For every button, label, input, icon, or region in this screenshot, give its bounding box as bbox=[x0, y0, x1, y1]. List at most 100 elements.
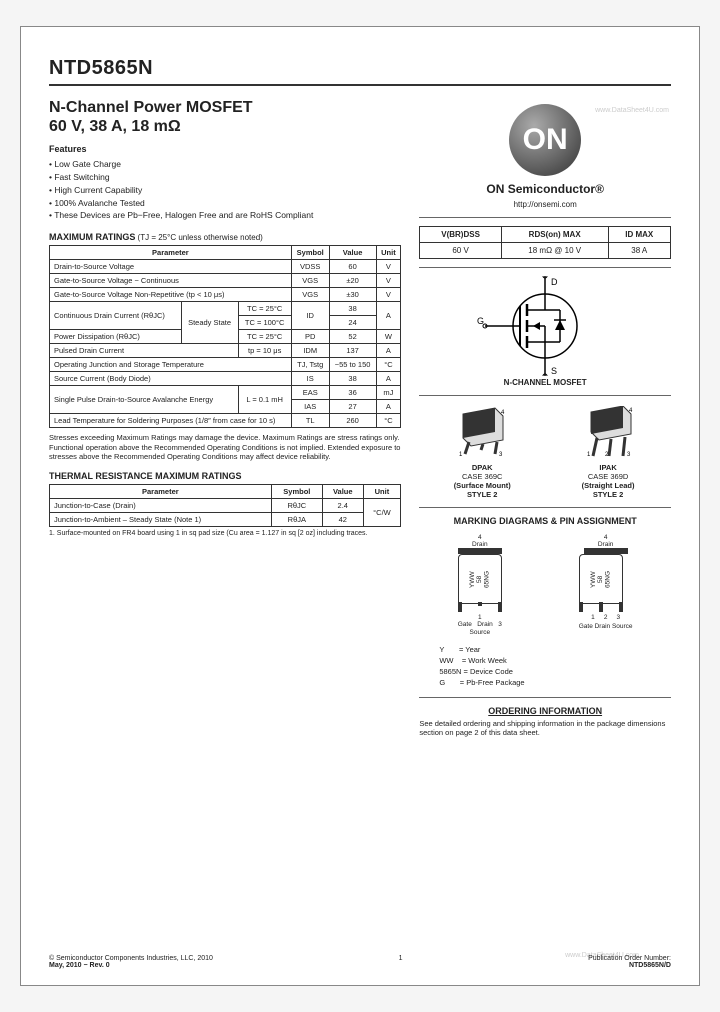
svg-text:1: 1 bbox=[459, 452, 463, 458]
cell: 137 bbox=[329, 344, 376, 358]
left-column: N-Channel Power MOSFET 60 V, 38 A, 18 mΩ… bbox=[49, 98, 401, 737]
cell: IS bbox=[291, 372, 329, 386]
col: ID MAX bbox=[608, 227, 670, 243]
cell: Junction-to-Ambient – Steady State (Note… bbox=[50, 513, 272, 527]
cell: V bbox=[376, 288, 401, 302]
package-ipak: 1 2 3 4 IPAK CASE 369D (Straight Lead) S… bbox=[577, 406, 639, 499]
page-number: 1 bbox=[399, 955, 403, 969]
page-footer: © Semiconductor Components Industries, L… bbox=[49, 955, 671, 969]
cell: IDM bbox=[291, 344, 329, 358]
mosfet-schematic-icon: D S G bbox=[475, 276, 615, 376]
cell: Pulsed Drain Current bbox=[50, 344, 239, 358]
max-head-note: (TJ = 25°C unless otherwise noted) bbox=[135, 233, 262, 242]
part-number: NTD5865N bbox=[49, 57, 671, 80]
svg-text:G: G bbox=[477, 316, 484, 326]
cell: 24 bbox=[329, 316, 376, 330]
col-unit: Unit bbox=[376, 246, 401, 260]
cell: EAS bbox=[291, 386, 329, 400]
cell: −55 to 150 bbox=[329, 358, 376, 372]
dpak-icon: 1 3 4 bbox=[451, 406, 513, 458]
pkg-style: STYLE 2 bbox=[593, 490, 623, 499]
cell: A bbox=[376, 400, 401, 414]
package-row: 1 3 4 DPAK CASE 369C (Surface Mount) STY… bbox=[419, 406, 671, 499]
divider bbox=[419, 507, 671, 508]
cell: Gate-to-Source Voltage Non-Repetitive (t… bbox=[50, 288, 292, 302]
marking-heading: MARKING DIAGRAMS & PIN ASSIGNMENT bbox=[419, 516, 671, 526]
cell: tp = 10 μs bbox=[238, 344, 291, 358]
col: Unit bbox=[363, 485, 401, 499]
cell: Operating Junction and Storage Temperatu… bbox=[50, 358, 292, 372]
summary-table: V(BR)DSS RDS(on) MAX ID MAX 60 V 18 mΩ @… bbox=[419, 226, 671, 259]
cell: 60 bbox=[329, 260, 376, 274]
col-parameter: Parameter bbox=[50, 246, 292, 260]
feature-item: 100% Avalanche Tested bbox=[49, 197, 401, 210]
stress-note: Stresses exceeding Maximum Ratings may d… bbox=[49, 433, 401, 461]
divider bbox=[419, 395, 671, 396]
title-line1: N-Channel Power MOSFET bbox=[49, 99, 253, 116]
schematic-caption: N-CHANNEL MOSFET bbox=[419, 378, 671, 387]
cell: °C bbox=[376, 414, 401, 428]
cell: A bbox=[376, 344, 401, 358]
cell: TC = 100°C bbox=[238, 316, 291, 330]
pkg-caption: IPAK CASE 369D (Straight Lead) STYLE 2 bbox=[577, 463, 639, 499]
cell: V bbox=[376, 274, 401, 288]
cell: TC = 25°C bbox=[238, 302, 291, 316]
cell: 42 bbox=[322, 513, 363, 527]
cell: °C bbox=[376, 358, 401, 372]
features-list: Low Gate Charge Fast Switching High Curr… bbox=[49, 158, 401, 222]
cell: Junction-to-Case (Drain) bbox=[50, 499, 272, 513]
ordering-text: See detailed ordering and shipping infor… bbox=[419, 719, 671, 738]
col-value: Value bbox=[329, 246, 376, 260]
cell: 36 bbox=[329, 386, 376, 400]
legend-val: = Year bbox=[459, 645, 480, 654]
legend-key: 5865N bbox=[439, 667, 461, 676]
brand-url: http://onsemi.com bbox=[419, 200, 671, 209]
marking-ipak: 4 Drain YWW 58 65NG 1 2 3 Gate Drain Sou… bbox=[579, 532, 633, 636]
cell: V bbox=[376, 260, 401, 274]
cell: L = 0.1 mH bbox=[238, 386, 291, 414]
cell: W bbox=[376, 330, 401, 344]
ipak-icon: 1 2 3 4 bbox=[577, 406, 639, 458]
pin-label: 4 Drain bbox=[579, 534, 633, 548]
marking-diagrams: 4 Drain YWW 58 65NG 1 Gate Drain 3 Sourc… bbox=[419, 532, 671, 636]
cell: ID bbox=[291, 302, 329, 330]
cell: VGS bbox=[291, 274, 329, 288]
max-ratings-heading: MAXIMUM RATINGS (TJ = 25°C unless otherw… bbox=[49, 232, 401, 242]
pin-labels: 1 Gate Drain 3 Source bbox=[458, 614, 502, 635]
marking-dpak: 4 Drain YWW 58 65NG 1 Gate Drain 3 Sourc… bbox=[458, 532, 502, 636]
cell: 18 mΩ @ 10 V bbox=[501, 243, 608, 259]
marking-text: YWW 58 65NG bbox=[590, 571, 611, 588]
divider bbox=[419, 217, 671, 218]
col: Value bbox=[322, 485, 363, 499]
cell: Steady State bbox=[181, 302, 238, 344]
cell: 2.4 bbox=[322, 499, 363, 513]
footer-left: © Semiconductor Components Industries, L… bbox=[49, 955, 213, 969]
cell: °C/W bbox=[363, 499, 401, 527]
cell: Single Pulse Drain-to-Source Avalanche E… bbox=[50, 386, 239, 414]
marking-text: YWW 58 65NG bbox=[469, 571, 490, 588]
pub-label: Publication Order Number: bbox=[588, 955, 671, 962]
cell: mJ bbox=[376, 386, 401, 400]
cell: A bbox=[376, 372, 401, 386]
cell: Lead Temperature for Soldering Purposes … bbox=[50, 414, 292, 428]
datasheet-page: www.DataSheet4U.com NTD5865N N-Channel P… bbox=[20, 26, 700, 986]
thermal-heading: THERMAL RESISTANCE MAXIMUM RATINGS bbox=[49, 471, 401, 481]
footer-right: Publication Order Number: NTD5865N/D bbox=[588, 955, 671, 969]
pub-number: NTD5865N/D bbox=[629, 962, 671, 969]
features-heading: Features bbox=[49, 144, 401, 154]
svg-text:4: 4 bbox=[501, 410, 505, 416]
max-ratings-table: Parameter Symbol Value Unit Drain-to-Sou… bbox=[49, 245, 401, 428]
cell: Continuous Drain Current (RθJC) bbox=[50, 302, 182, 330]
package-dpak: 1 3 4 DPAK CASE 369C (Surface Mount) STY… bbox=[451, 406, 513, 499]
pkg-case: CASE 369C bbox=[462, 472, 502, 481]
feature-item: High Current Capability bbox=[49, 184, 401, 197]
cell: IAS bbox=[291, 400, 329, 414]
cell: PD bbox=[291, 330, 329, 344]
pkg-style: STYLE 2 bbox=[467, 490, 497, 499]
pin-nums: 1 2 3 bbox=[579, 614, 633, 621]
svg-text:4: 4 bbox=[629, 408, 633, 414]
cell: Gate-to-Source Voltage − Continuous bbox=[50, 274, 292, 288]
copyright: © Semiconductor Components Industries, L… bbox=[49, 955, 213, 962]
col: Parameter bbox=[50, 485, 272, 499]
feature-item: These Devices are Pb−Free, Halogen Free … bbox=[49, 209, 401, 222]
